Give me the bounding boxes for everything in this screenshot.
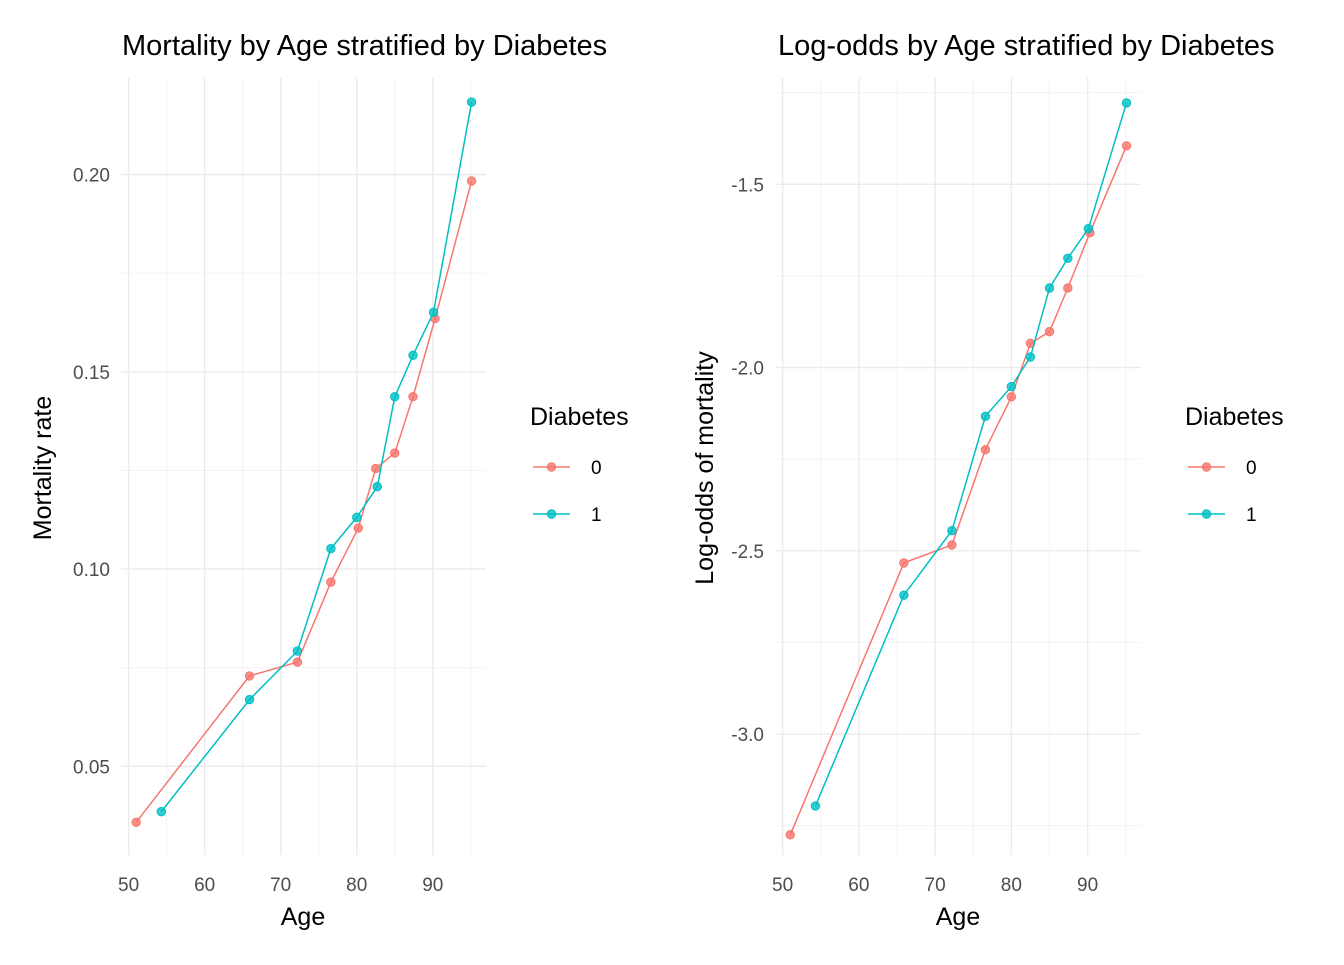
data-point	[1063, 253, 1073, 264]
data-point	[292, 657, 303, 667]
data-point	[390, 448, 400, 458]
data-point	[1121, 98, 1132, 108]
data-point	[466, 176, 477, 186]
legend-key-point	[1201, 462, 1212, 472]
series-line	[135, 180, 473, 823]
data-point	[947, 540, 957, 550]
data-point	[1006, 381, 1017, 392]
panel-log-odds: Log-odds by Age stratified by Diabetes 5…	[691, 30, 1284, 931]
legend: Diabetes 01	[1185, 403, 1284, 526]
data-point	[156, 806, 167, 817]
series-0	[131, 176, 477, 827]
x-tick-label: 80	[346, 875, 367, 896]
x-tick-label: 60	[848, 875, 869, 896]
data-point	[810, 801, 821, 811]
x-tick-label: 70	[925, 875, 946, 896]
data-point	[1044, 326, 1055, 337]
data-point	[353, 523, 363, 533]
series-1	[810, 98, 1132, 811]
x-tick-label: 90	[422, 875, 443, 896]
y-axis-title: Mortality rate	[29, 396, 57, 540]
data-point	[428, 307, 439, 317]
series-0	[785, 141, 1132, 840]
data-point	[947, 525, 957, 536]
x-tick-label: 50	[772, 875, 793, 896]
legend-item-1: 1	[1188, 505, 1257, 526]
legend-key-point	[1201, 509, 1212, 519]
legend-items: 01	[533, 458, 602, 526]
data-point	[1044, 283, 1055, 293]
legend-item-1: 1	[533, 505, 602, 526]
panel-mortality: Mortality by Age stratified by Diabetes …	[29, 30, 629, 931]
series-1	[156, 97, 477, 817]
legend-label: 1	[591, 505, 602, 526]
legend-title: Diabetes	[530, 403, 629, 431]
data-point	[899, 590, 909, 600]
y-tick-label: 0.20	[73, 166, 110, 187]
data-point	[980, 411, 991, 421]
series-line	[160, 101, 473, 813]
data-point	[326, 577, 336, 587]
data-point	[466, 97, 477, 107]
legend-label: 0	[591, 458, 602, 479]
legend-key-point	[546, 509, 557, 519]
y-tick-label: 0.10	[73, 560, 110, 581]
data-point	[1083, 223, 1094, 234]
data-point	[980, 444, 991, 455]
x-tick-labels: 50 60 70 80 90	[118, 875, 443, 896]
data-point	[244, 671, 255, 681]
data-point	[1121, 141, 1132, 151]
data-point	[371, 463, 381, 474]
legend-key-point	[546, 462, 557, 472]
series-line	[814, 102, 1128, 807]
legend-items: 01	[1188, 458, 1257, 526]
y-tick-labels: 0.05 0.10 0.15 0.20	[73, 166, 110, 779]
data-point	[408, 391, 418, 402]
data-point	[292, 646, 303, 656]
panel-title: Mortality by Age stratified by Diabetes	[122, 30, 607, 62]
legend-item-0: 0	[1188, 458, 1257, 479]
y-tick-label: 0.15	[73, 363, 110, 384]
x-axis-title: Age	[281, 903, 325, 931]
data-point	[1006, 392, 1017, 402]
series-layer	[785, 98, 1132, 840]
y-tick-label: 0.05	[73, 757, 110, 778]
y-tick-label: -2.0	[731, 359, 764, 380]
x-tick-label: 90	[1077, 875, 1098, 896]
x-tick-label: 70	[270, 875, 291, 896]
y-tick-label: -2.5	[731, 542, 764, 563]
data-point	[131, 817, 141, 827]
legend: Diabetes 01	[530, 403, 629, 526]
data-point	[1063, 283, 1073, 293]
y-tick-label: -3.0	[731, 725, 764, 746]
legend-label: 0	[1246, 458, 1257, 479]
data-point	[244, 694, 255, 705]
data-point	[1025, 352, 1036, 362]
data-point	[326, 543, 336, 554]
x-tick-label: 80	[1001, 875, 1022, 896]
y-tick-labels: -3.0 -2.5 -2.0 -1.5	[731, 175, 764, 746]
grid-layer	[121, 78, 486, 855]
x-axis-title: Age	[936, 903, 980, 931]
panel-title: Log-odds by Age stratified by Diabetes	[778, 30, 1275, 62]
x-tick-labels: 50 60 70 80 90	[772, 875, 1098, 896]
x-tick-label: 50	[118, 875, 139, 896]
data-point	[899, 558, 909, 568]
y-tick-label: -1.5	[731, 175, 764, 196]
data-point	[390, 391, 400, 402]
y-axis-title: Log-odds of mortality	[691, 351, 719, 585]
grid-layer	[775, 78, 1141, 855]
legend-label: 1	[1246, 505, 1257, 526]
x-tick-label: 60	[194, 875, 215, 896]
legend-item-0: 0	[533, 458, 602, 479]
series-layer	[131, 97, 477, 827]
data-point	[372, 481, 382, 492]
data-point	[785, 830, 795, 840]
series-line	[789, 145, 1128, 836]
legend-title: Diabetes	[1185, 403, 1284, 431]
data-point	[352, 512, 362, 523]
data-point	[408, 350, 418, 360]
